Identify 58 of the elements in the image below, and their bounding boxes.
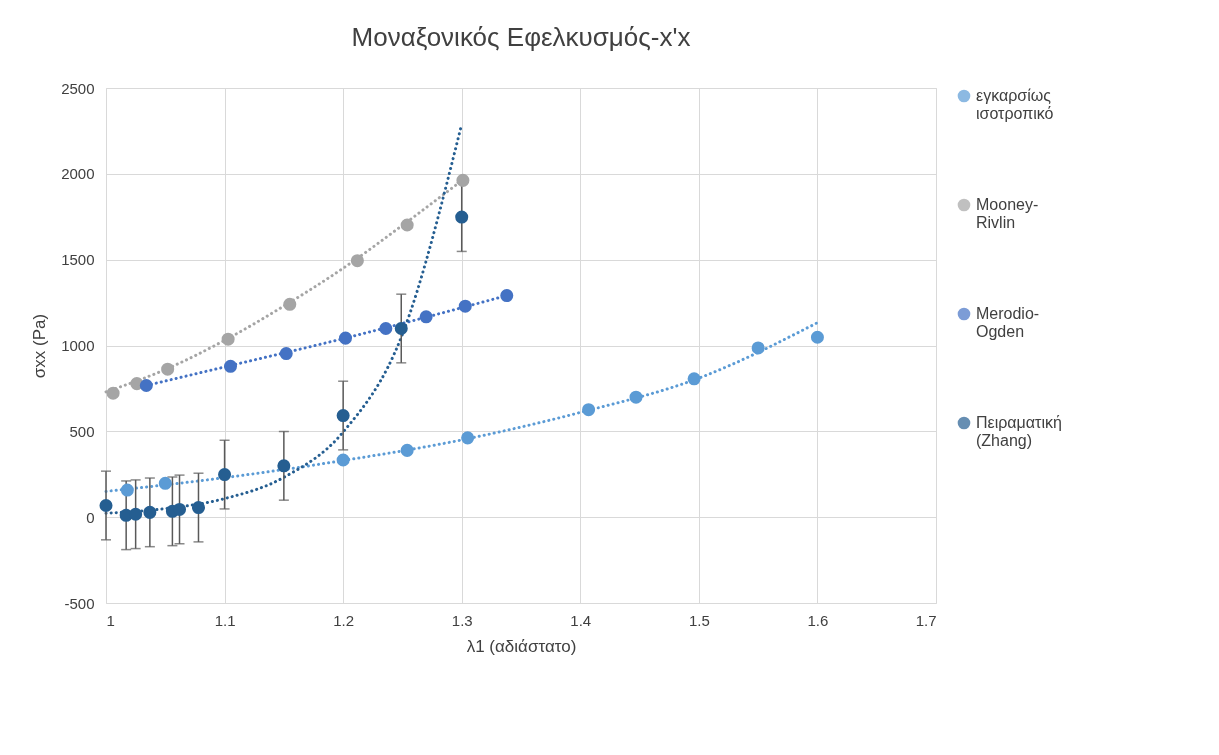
x-tick-label: 1.6 [807,611,829,629]
y-tick-label: 500 [69,422,95,440]
point [339,331,353,345]
point [336,409,350,423]
point [810,330,824,344]
y-axis-title: σxx (Pa) [30,313,50,379]
y-tick-label: 0 [86,508,95,526]
point [687,372,701,386]
point [120,483,134,497]
point [419,310,433,324]
point [191,501,205,515]
point [629,390,643,404]
x-tick-label: 1.3 [451,611,473,629]
line-series [104,321,819,493]
point [99,498,113,512]
point [139,378,153,392]
point [143,505,157,519]
point [458,299,472,313]
point [400,443,414,457]
point [129,507,143,521]
point [223,359,238,373]
point [161,362,175,376]
point [158,476,172,490]
point [400,218,414,232]
legend-label: εγκαρσίως ισοτροπικό [976,87,1054,122]
point [394,322,408,336]
point [221,332,235,346]
point [379,322,393,336]
chart-title: Μοναξονικός Εφελκυσμός-x'x [351,22,691,52]
legend-label: Merodio-Ogden [976,305,1040,340]
y-tick-label: 2500 [61,79,95,97]
y-tick-label: 2000 [61,165,95,183]
x-tick-label: 1.2 [333,611,355,629]
x-tick-label: 1.5 [688,611,710,629]
x-tick-label: 1 [106,611,115,629]
x-axis-title: λ1 (αδιάστατο) [466,636,577,656]
x-tick-label: 1.1 [214,611,236,629]
y-tick-label: 1000 [61,337,95,354]
point [173,502,187,516]
point [500,289,514,303]
point [277,459,291,473]
point [336,453,350,467]
point [455,210,469,224]
point [218,468,232,482]
x-tick-label: 1.4 [570,611,592,629]
point [456,173,470,187]
point [350,254,364,268]
point [461,431,475,445]
legend-label: Πειραματική (Zhang) [976,414,1062,449]
point [582,403,596,417]
legend-label: Mooney-Rivlin [976,196,1039,231]
point [106,386,120,400]
point [279,347,293,361]
point [283,297,297,311]
x-tick-label: 1.7 [915,611,937,629]
y-tick-label: -500 [64,594,95,612]
point [751,341,765,355]
y-tick-label: 1500 [61,251,95,269]
